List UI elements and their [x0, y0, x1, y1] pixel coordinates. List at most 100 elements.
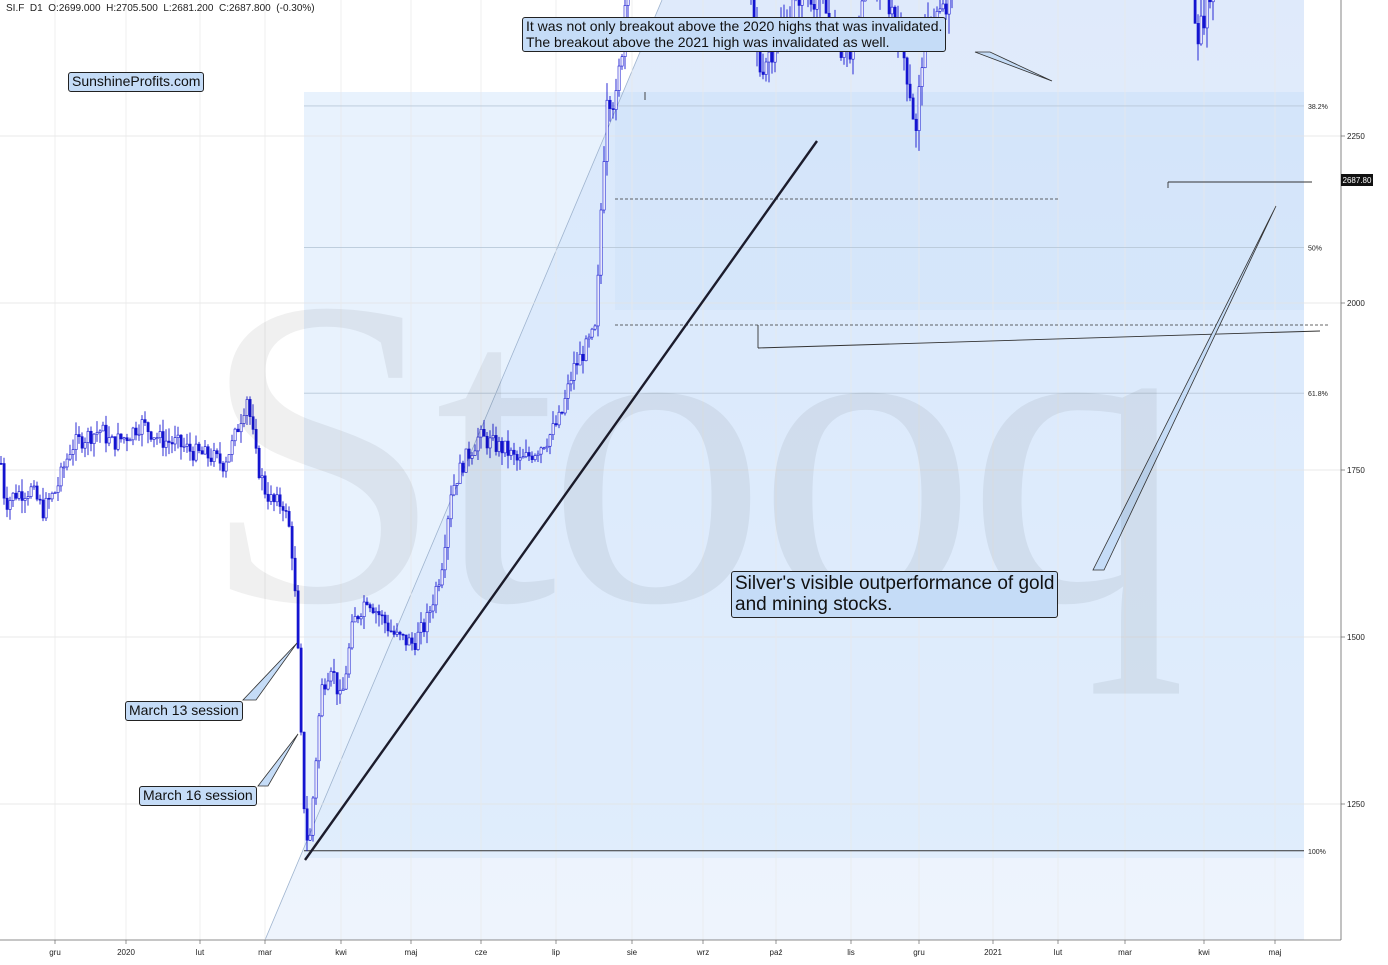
candle — [539, 446, 543, 464]
candle — [563, 389, 567, 416]
candle — [290, 521, 294, 571]
candle — [488, 430, 492, 459]
y-tick-label: 2000 — [1347, 299, 1365, 308]
interval-label: D1 — [29, 3, 43, 14]
y-tick-label: 1750 — [1347, 466, 1365, 475]
candle — [524, 439, 528, 459]
candle — [383, 611, 387, 634]
candle — [116, 422, 120, 452]
candle — [440, 563, 444, 589]
candle — [359, 613, 363, 626]
symbol-label: SI.F — [6, 3, 25, 14]
candle — [143, 411, 147, 427]
candle — [401, 633, 405, 641]
candle — [587, 333, 591, 348]
x-tick-label: lut — [196, 948, 205, 957]
candle — [287, 506, 291, 528]
candle — [188, 432, 192, 461]
candle — [233, 427, 237, 447]
candle — [29, 483, 33, 499]
candle — [512, 442, 516, 466]
candle — [596, 264, 600, 337]
march13-annotation: March 13 session — [125, 701, 243, 721]
candle — [149, 430, 153, 442]
candle — [230, 434, 234, 462]
candle — [590, 327, 594, 340]
candle — [470, 452, 474, 465]
candle — [536, 450, 540, 462]
candle — [47, 493, 51, 509]
silver-annotation: Silver's visible outperformance of gold … — [731, 571, 1059, 618]
candle — [71, 439, 75, 466]
x-tick-label: kwi — [1198, 948, 1210, 957]
candle — [584, 335, 588, 362]
candle — [350, 614, 354, 650]
x-tick-label: kwi — [335, 948, 347, 957]
rising-trend-line — [304, 140, 818, 861]
candle — [443, 534, 447, 578]
candle — [419, 612, 423, 645]
grid — [0, 0, 1341, 940]
candle — [485, 432, 489, 455]
x-tick-label: gru — [49, 948, 61, 957]
candle — [377, 604, 381, 627]
candle — [164, 429, 168, 457]
x-tick-label: mar — [258, 948, 272, 957]
candle — [86, 427, 90, 456]
candle — [89, 426, 93, 452]
candle — [8, 496, 12, 520]
candle — [83, 437, 87, 458]
candle — [170, 435, 174, 454]
candle — [548, 433, 552, 455]
candle — [807, 0, 809, 8]
candle — [908, 64, 912, 102]
candle — [122, 436, 126, 444]
candle — [404, 634, 408, 651]
candle — [410, 632, 414, 651]
silver-callout-pointer — [1092, 205, 1277, 571]
candle — [95, 421, 99, 442]
candle — [158, 424, 162, 444]
candle — [797, 0, 801, 24]
candle — [62, 461, 66, 479]
candle — [407, 633, 411, 646]
candle — [464, 448, 468, 473]
candle — [212, 442, 216, 467]
candle — [425, 603, 429, 644]
candle — [332, 658, 336, 685]
candle — [461, 460, 465, 477]
candle — [434, 581, 438, 614]
candle — [1199, 0, 1203, 46]
candle — [308, 828, 312, 841]
candle — [809, 0, 813, 12]
candle — [569, 371, 573, 392]
open-label: O:2699.000 — [48, 3, 101, 14]
candle — [551, 411, 555, 441]
change-label: (-0.30%) — [276, 3, 315, 14]
candle — [77, 426, 81, 444]
candle — [374, 607, 378, 624]
candle — [110, 434, 114, 439]
candle — [161, 419, 165, 457]
candle — [146, 421, 150, 444]
candle — [575, 351, 579, 375]
candle — [413, 633, 417, 656]
candle — [329, 667, 333, 687]
candle — [23, 492, 27, 513]
brand-label: SunshineProfits.com — [68, 72, 205, 92]
candle — [608, 95, 612, 122]
high-label: H:2705.500 — [106, 3, 158, 14]
candle — [428, 605, 432, 623]
candle — [362, 595, 366, 630]
candle — [80, 432, 84, 453]
candle — [863, 0, 867, 2]
candle — [617, 58, 621, 97]
candle — [1202, 0, 1206, 35]
candle — [338, 679, 342, 704]
lower-support-line — [757, 330, 1321, 349]
candle — [245, 396, 249, 425]
candle — [347, 643, 351, 678]
candle — [194, 435, 198, 463]
candle — [572, 351, 576, 390]
candle — [431, 594, 435, 619]
